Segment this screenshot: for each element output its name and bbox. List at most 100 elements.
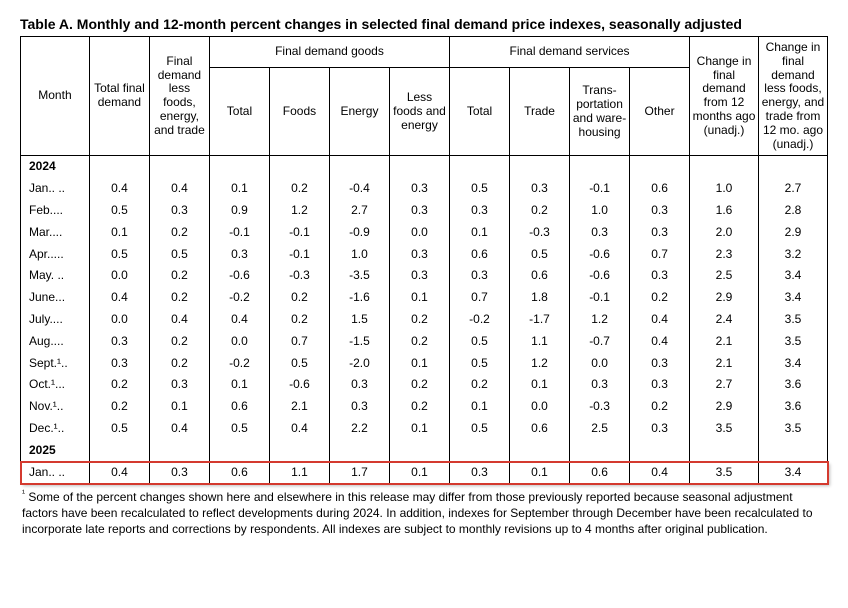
month-cell: Aug.... [21,331,90,353]
month-cell: Oct.¹... [21,374,90,396]
value-cell: 1.1 [269,462,329,484]
value-cell: 0.2 [149,287,209,309]
month-cell: Nov.¹.. [21,396,90,418]
value-cell: 3.5 [690,462,759,484]
value-cell: 0.6 [209,396,269,418]
empty-cell [269,156,329,178]
value-cell: -0.3 [570,396,630,418]
month-cell: Mar.... [21,222,90,244]
value-cell: 0.0 [89,265,149,287]
col-group-goods: Final demand goods [209,37,449,68]
value-cell: 1.1 [510,331,570,353]
value-cell: 0.2 [269,309,329,331]
table-body: 2024 Jan.. ..0.40.40.10.2-0.40.30.50.3-0… [21,156,828,484]
value-cell: 3.5 [758,331,827,353]
value-cell: 3.5 [690,418,759,440]
empty-cell [389,156,449,178]
table-row: Aug....0.30.20.00.7-1.50.20.51.1-0.70.42… [21,331,828,353]
month-cell: June... [21,287,90,309]
value-cell: -0.3 [269,265,329,287]
value-cell: 0.3 [630,222,690,244]
value-cell: 0.0 [389,222,449,244]
value-cell: 2.1 [690,353,759,375]
value-cell: 0.2 [630,287,690,309]
empty-cell [630,156,690,178]
value-cell: 0.0 [89,309,149,331]
value-cell: 0.0 [510,396,570,418]
table-row: July....0.00.40.40.21.50.2-0.2-1.71.20.4… [21,309,828,331]
value-cell: 2.2 [329,418,389,440]
value-cell: -0.4 [329,178,389,200]
value-cell: -0.2 [450,309,510,331]
empty-cell [209,440,269,462]
value-cell: 3.4 [758,462,827,484]
value-cell: 0.5 [209,418,269,440]
data-table: Month Total final demand Final demand le… [20,36,828,484]
value-cell: 0.3 [450,265,510,287]
empty-cell [690,156,759,178]
col-services-total: Total [450,68,510,156]
value-cell: 0.7 [269,331,329,353]
col-goods-less: Less foods and energy [389,68,449,156]
value-cell: 0.4 [630,309,690,331]
value-cell: 0.3 [149,462,209,484]
value-cell: 0.1 [450,396,510,418]
value-cell: 0.1 [510,462,570,484]
value-cell: 0.4 [89,287,149,309]
value-cell: 0.6 [209,462,269,484]
value-cell: 0.3 [149,200,209,222]
table-row: Apr.....0.50.50.3-0.11.00.30.60.5-0.60.7… [21,244,828,266]
empty-cell [690,440,759,462]
value-cell: 0.7 [630,244,690,266]
footnote: ¹ Some of the percent changes shown here… [20,488,828,537]
value-cell: 2.7 [690,374,759,396]
year-row: 2025 [21,440,828,462]
empty-cell [510,156,570,178]
col-services-twh: Trans-portation and ware-housing [570,68,630,156]
month-cell: Apr..... [21,244,90,266]
value-cell: 0.5 [89,244,149,266]
table-row: Jan.. ..0.40.40.10.2-0.40.30.50.3-0.10.6… [21,178,828,200]
value-cell: 0.3 [630,265,690,287]
month-cell: Feb.... [21,200,90,222]
empty-cell [450,156,510,178]
value-cell: -0.1 [269,222,329,244]
value-cell: 0.3 [389,265,449,287]
table-row: Dec.¹..0.50.40.50.42.20.10.50.62.50.33.5… [21,418,828,440]
value-cell: 0.1 [89,222,149,244]
value-cell: 0.3 [89,331,149,353]
year-label: 2025 [21,440,90,462]
value-cell: 0.1 [389,418,449,440]
value-cell: 0.5 [89,418,149,440]
value-cell: 2.0 [690,222,759,244]
value-cell: 0.2 [149,353,209,375]
month-cell: Jan.. .. [21,178,90,200]
value-cell: 0.5 [450,178,510,200]
value-cell: -1.6 [329,287,389,309]
value-cell: 2.4 [690,309,759,331]
value-cell: -1.5 [329,331,389,353]
table-row-highlight: Jan.. ..0.40.30.61.11.70.10.30.10.60.43.… [21,462,828,484]
value-cell: -0.1 [570,287,630,309]
value-cell: 0.3 [630,374,690,396]
empty-cell [329,156,389,178]
value-cell: 0.3 [450,462,510,484]
table-row: Oct.¹...0.20.30.1-0.60.30.20.20.10.30.32… [21,374,828,396]
value-cell: 0.6 [510,418,570,440]
value-cell: 0.4 [209,309,269,331]
value-cell: 1.8 [510,287,570,309]
value-cell: 0.4 [149,178,209,200]
value-cell: 0.2 [389,374,449,396]
value-cell: 0.3 [209,244,269,266]
value-cell: 1.6 [690,200,759,222]
value-cell: 3.6 [758,374,827,396]
table-row: Feb....0.50.30.91.22.70.30.30.21.00.31.6… [21,200,828,222]
value-cell: 0.3 [149,374,209,396]
value-cell: 0.5 [269,353,329,375]
month-cell: Sept.¹.. [21,353,90,375]
value-cell: 0.1 [450,222,510,244]
value-cell: 0.6 [630,178,690,200]
value-cell: -0.6 [209,265,269,287]
value-cell: 0.2 [389,396,449,418]
value-cell: 2.9 [690,287,759,309]
